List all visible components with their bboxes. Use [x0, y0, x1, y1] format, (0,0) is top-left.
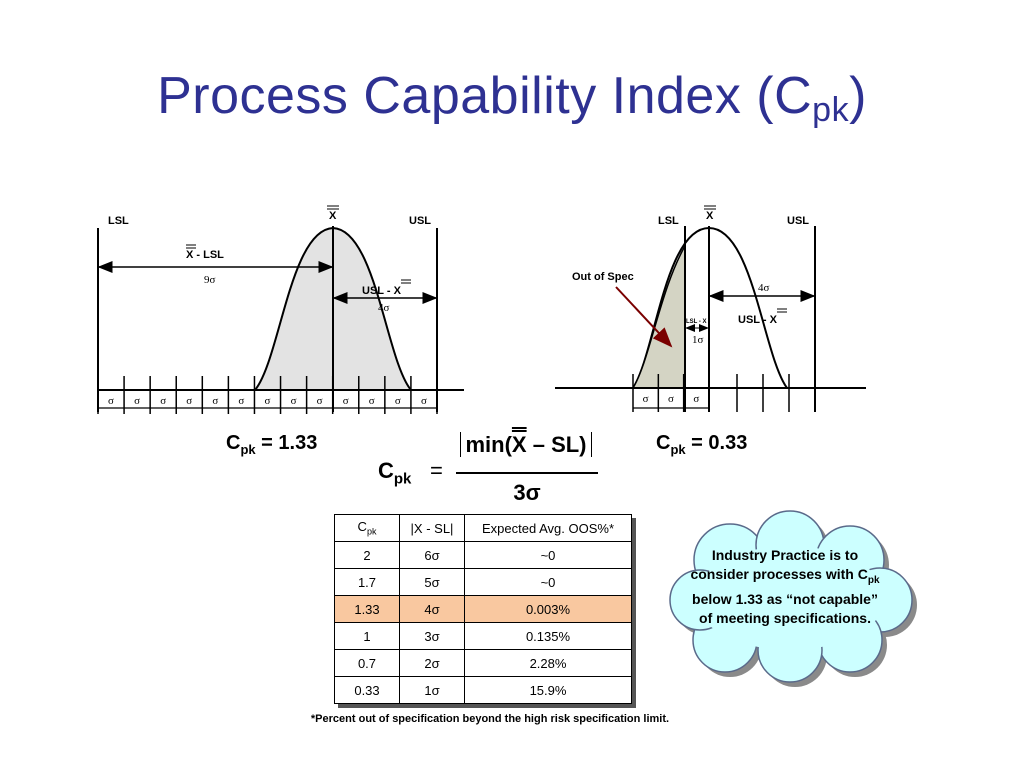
- cell: 2σ: [399, 649, 465, 677]
- left-sigma-label: σ: [395, 395, 401, 407]
- footnote: *Percent out of specification beyond the…: [310, 713, 670, 725]
- left-sigma-label: σ: [108, 395, 114, 407]
- formula-denominator: 3σ: [513, 480, 541, 505]
- formula-lhs: Cpk: [378, 458, 412, 488]
- cell: 0.135%: [464, 622, 632, 650]
- left-sigma-label: σ: [265, 395, 271, 407]
- left-mean-lsl-label: X - LSL: [186, 249, 224, 261]
- callout-cloud: [669, 510, 917, 687]
- left-usl-mean-label: USL - X: [362, 285, 402, 297]
- left-sigma-label: σ: [369, 395, 375, 407]
- left-sigma-label: σ: [343, 395, 349, 407]
- out-of-spec-label: Out of Spec: [572, 271, 634, 283]
- left-sigma-label: σ: [238, 395, 244, 407]
- formula-numerator: min(X – SL): [456, 432, 596, 458]
- left-sigma-label: σ: [134, 395, 140, 407]
- left-usl-mean-sigma: 4σ: [378, 302, 390, 314]
- right-lsl-mean-label: LSL - X: [686, 319, 707, 325]
- right-chart: σ σ σ LSL USL X 4σ USL - X LSL - X 1σ Out …: [555, 205, 866, 412]
- left-sigma-label: σ: [212, 395, 218, 407]
- cell: 2.28%: [464, 649, 632, 677]
- cell: 4σ: [399, 595, 465, 623]
- right-sigma-label: σ: [693, 393, 699, 405]
- left-mean-label: X: [329, 210, 337, 222]
- cell: 1: [334, 622, 400, 650]
- right-cpk-result: Cpk = 0.33: [656, 432, 748, 457]
- cell: 0.7: [334, 649, 400, 677]
- right-sigma-label: σ: [643, 393, 649, 405]
- table-header-row: Cpk |X - SL| Expected Avg. OOS%*: [334, 514, 632, 542]
- formula-equals: =: [430, 458, 443, 483]
- right-mean-label: X: [706, 210, 714, 222]
- cell: 2: [334, 541, 400, 569]
- left-sigma-label: σ: [291, 395, 297, 407]
- right-out-of-spec-area: [631, 243, 686, 389]
- cell: 6σ: [399, 541, 465, 569]
- cell: ~0: [464, 568, 632, 596]
- cell: 5σ: [399, 568, 465, 596]
- table-row: 0.7 2σ 2.28%: [334, 649, 632, 677]
- callout-text: Industry Practice is to consider process…: [690, 547, 880, 626]
- cell: 15.9%: [464, 676, 632, 704]
- left-sigma-label: σ: [421, 395, 427, 407]
- right-usl-label: USL: [787, 215, 809, 227]
- right-sigma-label: σ: [668, 393, 674, 405]
- table-row: 2 6σ ~0: [334, 541, 632, 569]
- cell: 1σ: [399, 676, 465, 704]
- left-sigma-label: σ: [317, 395, 323, 407]
- header-oos: Expected Avg. OOS%*: [464, 514, 632, 542]
- left-sigma-label: σ: [186, 395, 192, 407]
- left-lsl-label: LSL: [108, 215, 129, 227]
- right-lsl-mean-sigma: 1σ: [692, 334, 704, 346]
- table-row-highlighted: 1.33 4σ 0.003%: [334, 595, 632, 623]
- cell: 0.33: [334, 676, 400, 704]
- left-sigma-label: σ: [160, 395, 166, 407]
- cell: ~0: [464, 541, 632, 569]
- left-mean-lsl-sigma: 9σ: [204, 274, 216, 286]
- cpk-reference-table: Cpk |X - SL| Expected Avg. OOS%* 2 6σ ~0 1…: [334, 514, 632, 704]
- left-chart: σ σ σ σ σ σ σ σ σ σ σ σ σ LSL USL X X - LSL 9σ USL -…: [97, 205, 464, 414]
- header-cpk: Cpk: [334, 514, 400, 542]
- cell: 3σ: [399, 622, 465, 650]
- left-cpk-result: Cpk = 1.33: [226, 432, 318, 457]
- page-title: Process Capability Index (Cpk): [157, 67, 867, 129]
- out-of-spec-arrow: [615, 286, 673, 348]
- table-row: 1.7 5σ ~0: [334, 568, 632, 596]
- table-row: 1 3σ 0.135%: [334, 622, 632, 650]
- right-usl-mean-label: USL - X: [738, 314, 778, 326]
- right-lsl-label: LSL: [658, 215, 679, 227]
- cell: 1.7: [334, 568, 400, 596]
- cell: 0.003%: [464, 595, 632, 623]
- right-usl-mean-sigma: 4σ: [758, 282, 770, 294]
- table-row: 0.33 1σ 15.9%: [334, 676, 632, 704]
- formula-fraction-bar: [456, 472, 598, 474]
- left-usl-label: USL: [409, 215, 431, 227]
- header-distance: |X - SL|: [399, 514, 465, 542]
- cell: 1.33: [334, 595, 400, 623]
- cpk-formula: Cpk = min(X – SL) 3σ: [372, 428, 612, 508]
